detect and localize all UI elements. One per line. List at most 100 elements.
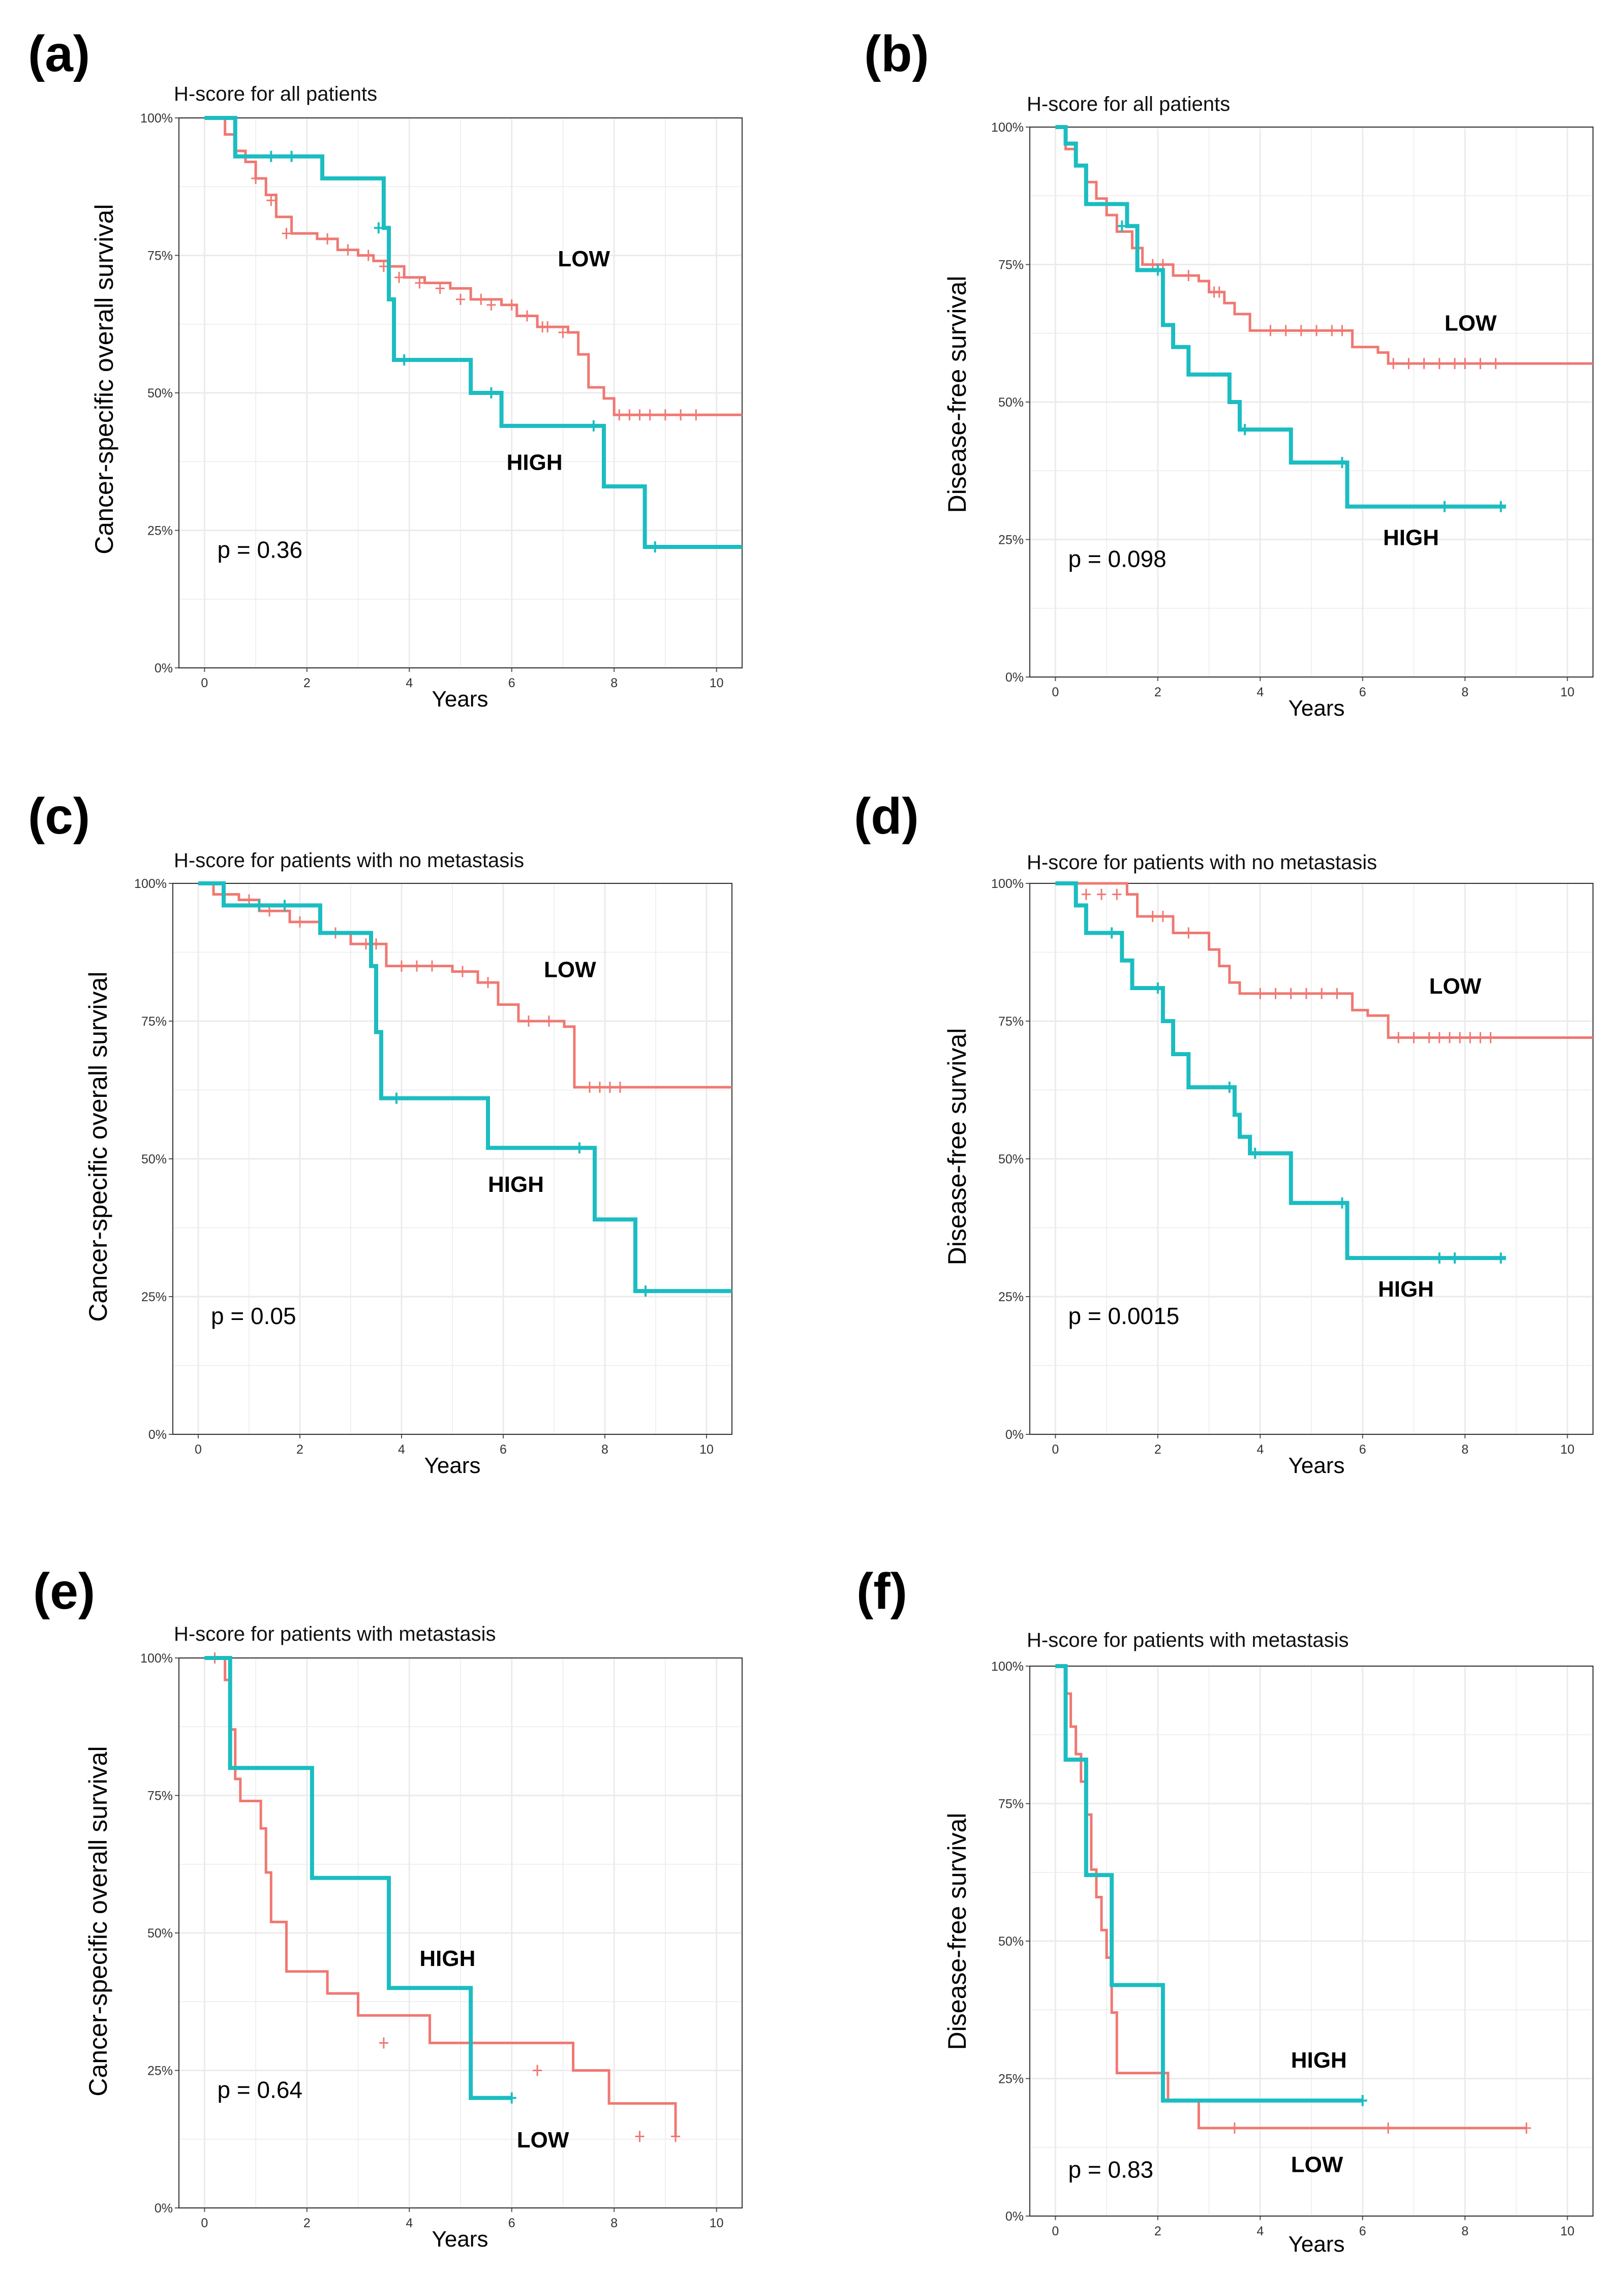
x-tick-label: 6 bbox=[1359, 2224, 1366, 2238]
y-axis-label: Cancer-specific overall survival bbox=[84, 1746, 112, 2096]
high-censor-mark bbox=[374, 222, 383, 234]
survival-curves bbox=[204, 116, 742, 552]
low-censor-mark bbox=[1097, 888, 1107, 900]
x-tick-label: 0 bbox=[201, 676, 208, 690]
low-censor-mark bbox=[1112, 888, 1122, 900]
high-censor-mark bbox=[266, 150, 276, 162]
panel-f: (f) H-score for patients with metastasis… bbox=[856, 1563, 1594, 2257]
low-censor-mark bbox=[486, 299, 496, 311]
low-censor-mark bbox=[691, 409, 701, 421]
high-censor-mark bbox=[641, 1285, 650, 1297]
low-censor-mark bbox=[1424, 1032, 1434, 1043]
p-value: p = 0.36 bbox=[218, 537, 303, 563]
y-tick-label: 100% bbox=[991, 1660, 1024, 1674]
low-censor-mark bbox=[415, 277, 424, 289]
x-tick-label: 0 bbox=[201, 2216, 208, 2230]
low-censor-mark bbox=[1312, 325, 1322, 336]
low-censor-mark bbox=[1394, 1032, 1403, 1043]
plot-frame bbox=[172, 883, 732, 1435]
high-censor-mark bbox=[1107, 927, 1117, 939]
x-tick-label: 6 bbox=[508, 676, 515, 690]
panel-d: (d) H-score for patients with no metasta… bbox=[854, 788, 1594, 1478]
low-censor-mark bbox=[1296, 325, 1306, 336]
low-censor-mark bbox=[1337, 325, 1347, 336]
low-censor-mark bbox=[1455, 1032, 1465, 1043]
survival-curves bbox=[1055, 881, 1593, 1264]
x-tick-label: 0 bbox=[195, 1442, 202, 1457]
low-censor-mark bbox=[1476, 1032, 1485, 1043]
y-tick-label: 25% bbox=[998, 1290, 1024, 1304]
panel-label: (c) bbox=[28, 788, 90, 845]
low-group-label: LOW bbox=[544, 957, 596, 982]
x-tick-label: 0 bbox=[1052, 1442, 1059, 1457]
y-tick-label: 25% bbox=[141, 1290, 167, 1304]
high-censor-mark bbox=[1224, 1082, 1234, 1093]
high-censor-mark bbox=[575, 1142, 584, 1154]
x-tick-label: 0 bbox=[1052, 2224, 1059, 2238]
x-tick-label: 4 bbox=[406, 676, 413, 690]
y-tick-label: 0% bbox=[1005, 1428, 1024, 1442]
axis-ticks: 0 2 4 6 8 100%25%50%75%100% bbox=[134, 877, 714, 1457]
y-tick-label: 25% bbox=[147, 2064, 173, 2078]
x-axis-label: Years bbox=[1289, 2232, 1345, 2257]
y-tick-label: 75% bbox=[147, 249, 173, 263]
low-censor-mark bbox=[645, 409, 655, 421]
p-value: p = 0.098 bbox=[1068, 546, 1167, 572]
y-tick-label: 0% bbox=[155, 2201, 173, 2216]
plot-frame bbox=[1029, 1666, 1594, 2217]
low-censor-mark bbox=[1281, 325, 1291, 336]
x-tick-label: 6 bbox=[1359, 1442, 1366, 1457]
panel-a: (a) H-score for all patients Cancer-spec… bbox=[28, 25, 743, 712]
high-censor-mark bbox=[486, 387, 496, 398]
x-axis-label: Years bbox=[424, 1453, 481, 1478]
axis-ticks: 0 2 4 6 8 100%25%50%75%100% bbox=[140, 1651, 723, 2230]
axis-ticks: 0 2 4 6 8 100%25%50%75%100% bbox=[991, 120, 1574, 699]
high-censor-mark bbox=[1496, 501, 1506, 512]
high-group-label: HIGH bbox=[488, 1172, 544, 1197]
high-censor-mark bbox=[1434, 1252, 1444, 1264]
grid bbox=[173, 882, 732, 1435]
high-censor-mark bbox=[650, 541, 660, 552]
low-censor-mark bbox=[379, 261, 388, 272]
low-censor-mark bbox=[266, 195, 276, 206]
low-censor-mark bbox=[251, 173, 261, 185]
low-censor-mark bbox=[1404, 358, 1414, 370]
low-censor-mark bbox=[1266, 325, 1275, 336]
x-tick-label: 10 bbox=[1560, 685, 1575, 699]
low-censor-mark bbox=[1332, 988, 1342, 999]
x-tick-label: 8 bbox=[601, 1442, 608, 1457]
high-group-label: HIGH bbox=[507, 450, 563, 475]
low-censor-mark bbox=[1409, 1032, 1419, 1043]
low-censor-mark bbox=[616, 1082, 625, 1093]
x-tick-label: 0 bbox=[1052, 685, 1059, 699]
x-tick-label: 10 bbox=[710, 676, 724, 690]
high-censor-mark bbox=[507, 2092, 516, 2104]
high-survival-curve bbox=[1055, 1664, 1363, 2103]
low-censor-mark bbox=[1434, 358, 1444, 370]
y-tick-label: 0% bbox=[148, 1428, 167, 1442]
y-tick-label: 100% bbox=[991, 877, 1024, 891]
low-censor-mark bbox=[522, 310, 532, 322]
chart-title: H-score for all patients bbox=[174, 83, 377, 105]
high-group-label: HIGH bbox=[419, 1946, 475, 1971]
high-censor-mark bbox=[1337, 457, 1347, 469]
high-censor-mark bbox=[1496, 1252, 1506, 1264]
axis-ticks: 0 2 4 6 8 100%25%50%75%100% bbox=[991, 1660, 1574, 2238]
y-tick-label: 100% bbox=[991, 120, 1024, 135]
high-group-label: HIGH bbox=[1378, 1277, 1434, 1302]
low-censor-mark bbox=[1419, 358, 1429, 370]
survival-curves bbox=[198, 881, 732, 1297]
x-tick-label: 10 bbox=[1560, 2224, 1575, 2238]
y-tick-label: 25% bbox=[998, 533, 1024, 547]
panel-label: (e) bbox=[33, 1563, 95, 1620]
x-tick-label: 8 bbox=[1461, 2224, 1468, 2238]
x-tick-label: 2 bbox=[1154, 1442, 1161, 1457]
low-censor-mark bbox=[1465, 1032, 1475, 1043]
high-survival-curve bbox=[1055, 881, 1506, 1261]
panel-label: (f) bbox=[856, 1563, 907, 1620]
high-survival-curve bbox=[1055, 125, 1506, 509]
low-censor-mark bbox=[507, 299, 516, 311]
low-censor-mark bbox=[671, 2131, 681, 2142]
y-tick-label: 50% bbox=[141, 1152, 167, 1166]
